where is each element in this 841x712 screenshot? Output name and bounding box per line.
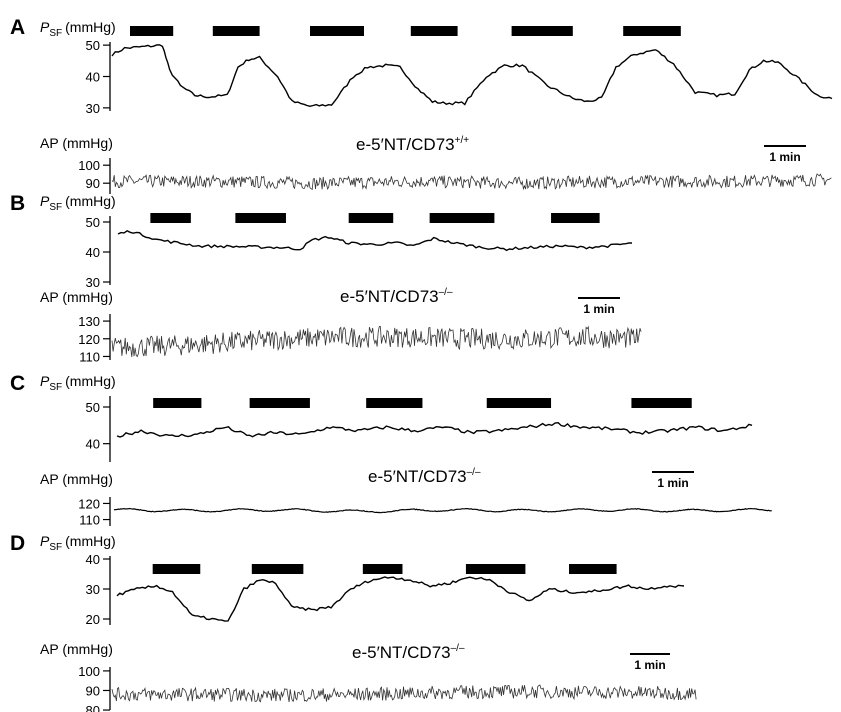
- psf-tick-label: 40: [86, 70, 100, 85]
- psf-axis-title: PSF (mmHg): [40, 533, 116, 553]
- genotype-superscript: –/–: [467, 467, 481, 478]
- psf-tick-label: 40: [86, 552, 100, 567]
- ap-axis-title: AP (mmHg): [40, 135, 113, 151]
- ap-tick-label: 90: [86, 176, 100, 191]
- stim-bar: [362, 564, 403, 574]
- psf-trace: [111, 44, 833, 108]
- stim-bar: [348, 213, 394, 223]
- genotype-superscript: –/–: [439, 287, 453, 298]
- psf-subscript: SF: [49, 542, 62, 553]
- genotype-name: e-5′NT/CD73: [356, 135, 455, 154]
- stim-bar: [410, 26, 458, 36]
- stim-bar: [310, 26, 364, 36]
- psf-tick-label: 40: [86, 245, 100, 260]
- ap-tick-label: 110: [79, 513, 100, 528]
- stim-bar: [212, 26, 260, 36]
- ap-axis-title: AP (mmHg): [40, 289, 113, 305]
- genotype-superscript: +/+: [455, 135, 470, 146]
- psf-trace: [116, 576, 685, 622]
- psf-trace: [117, 229, 633, 252]
- psf-tick-label: 30: [86, 582, 100, 597]
- stim-bar: [623, 26, 681, 36]
- ap-tick-label: 80: [86, 703, 100, 712]
- stim-bar: [429, 213, 495, 223]
- ap-tick-label: 100: [78, 664, 100, 679]
- stim-bar: [465, 564, 526, 574]
- psf-tick-label: 40: [86, 437, 100, 452]
- psf-subscript: SF: [49, 202, 62, 213]
- psf-label: P: [40, 193, 50, 209]
- time-scale-label: 1 min: [657, 476, 688, 490]
- genotype-label: e-5′NT/CD73–/–: [352, 643, 465, 662]
- ap-trace: [111, 684, 697, 703]
- time-scale-label: 1 min: [634, 658, 665, 672]
- stim-bar: [366, 398, 423, 408]
- ap-tick-label: 90: [86, 683, 100, 698]
- genotype-label: e-5′NT/CD73–/–: [340, 287, 453, 306]
- psf-tick-label: 50: [86, 215, 100, 230]
- ap-tick-label: 120: [78, 496, 100, 511]
- psf-tick-label: 50: [86, 400, 100, 415]
- panel-letter: A: [10, 16, 25, 39]
- genotype-name: e-5′NT/CD73: [340, 287, 439, 306]
- genotype-label: e-5′NT/CD73+/+: [356, 135, 469, 154]
- psf-subscript: SF: [49, 382, 62, 393]
- genotype-superscript: –/–: [451, 643, 465, 654]
- genotype-label: e-5′NT/CD73–/–: [368, 467, 481, 486]
- psf-axis-title: PSF (mmHg): [40, 19, 116, 39]
- stim-bar: [511, 26, 573, 36]
- stim-bar: [551, 213, 600, 223]
- panel-letter: B: [10, 192, 25, 215]
- psf-tick-label: 20: [86, 612, 100, 627]
- psf-label: P: [40, 533, 50, 549]
- psf-label: P: [40, 19, 50, 35]
- psf-unit: (mmHg): [65, 193, 116, 209]
- stim-bar: [152, 564, 201, 574]
- stim-bar: [569, 564, 617, 574]
- stim-bar: [150, 213, 191, 223]
- psf-unit: (mmHg): [65, 373, 116, 389]
- stim-bar: [631, 398, 692, 408]
- stim-bar: [235, 213, 286, 223]
- ap-tick-label: 100: [78, 158, 100, 173]
- psf-trace: [116, 421, 753, 438]
- ap-trace: [113, 507, 772, 514]
- stim-bar: [153, 398, 202, 408]
- ap-tick-label: 130: [78, 314, 100, 329]
- ap-trace: [111, 173, 832, 191]
- time-scale-label: 1 min: [769, 150, 800, 164]
- ap-tick-label: 110: [79, 349, 100, 364]
- psf-tick-label: 30: [86, 275, 100, 290]
- psf-tick-label: 50: [86, 38, 100, 53]
- psf-subscript: SF: [49, 28, 62, 39]
- ap-trace: [111, 325, 642, 358]
- stim-bar: [486, 398, 552, 408]
- psf-label: P: [40, 373, 50, 389]
- stim-bar: [130, 26, 174, 36]
- panel-letter: C: [10, 372, 25, 395]
- ap-axis-title: AP (mmHg): [40, 471, 113, 487]
- stim-bar: [251, 564, 304, 574]
- psf-unit: (mmHg): [65, 19, 116, 35]
- genotype-name: e-5′NT/CD73: [368, 467, 467, 486]
- psf-tick-label: 30: [86, 101, 100, 116]
- psf-unit: (mmHg): [65, 533, 116, 549]
- ap-tick-label: 120: [78, 332, 100, 347]
- time-scale-label: 1 min: [583, 302, 614, 316]
- panel-letter: D: [10, 532, 25, 555]
- psf-axis-title: PSF (mmHg): [40, 193, 116, 213]
- stim-bar: [249, 398, 310, 408]
- ap-axis-title: AP (mmHg): [40, 641, 113, 657]
- genotype-name: e-5′NT/CD73: [352, 643, 451, 662]
- psf-axis-title: PSF (mmHg): [40, 373, 116, 393]
